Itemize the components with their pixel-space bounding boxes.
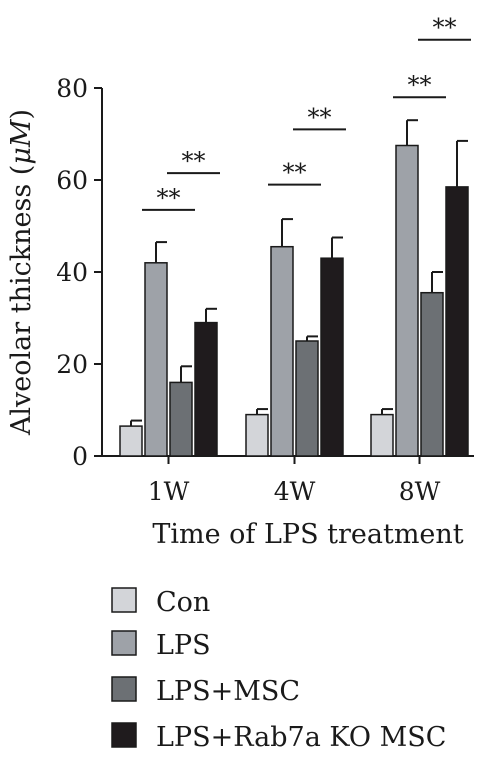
legend-label: LPS+Rab7a KO MSC <box>156 722 446 753</box>
legend-swatch <box>111 722 137 748</box>
bar <box>295 340 319 457</box>
y-axis-title-unit: μM <box>6 118 37 165</box>
bar <box>119 425 143 457</box>
x-tick-label: 1W <box>148 477 190 506</box>
x-tick-label: 8W <box>399 477 441 506</box>
significance-label: ** <box>433 14 457 42</box>
y-tick-label: 80 <box>56 74 88 103</box>
y-axis-title: Alveolar thickness (μM) <box>6 109 37 436</box>
bar <box>194 321 218 457</box>
bar <box>320 257 344 457</box>
legend-label: Con <box>156 587 210 618</box>
y-axis-title-main: Alveolar thickness ( <box>6 165 37 436</box>
bar <box>370 413 394 457</box>
significance-label: ** <box>408 71 432 99</box>
y-tick-label: 60 <box>56 166 88 195</box>
bar <box>169 381 193 457</box>
legend-label: LPS <box>156 630 211 661</box>
y-tick-label: 40 <box>56 258 88 287</box>
y-axis-title-close: ) <box>6 109 37 120</box>
legend-swatch <box>111 676 137 702</box>
bar <box>420 291 444 457</box>
x-tick-label: 4W <box>274 477 316 506</box>
bar <box>395 144 419 457</box>
bar <box>270 245 294 457</box>
legend-swatch <box>111 587 137 613</box>
bars <box>119 119 469 457</box>
significance-label: ** <box>182 147 206 175</box>
legend-label: LPS+MSC <box>156 676 300 707</box>
y-tick-label: 20 <box>56 350 88 379</box>
x-axis-title: Time of LPS treatment <box>152 519 463 550</box>
significance-markers: **** ******** <box>142 14 471 212</box>
bar <box>245 413 269 457</box>
axes: 0 20 40 60 80 1W 4W 8W <box>56 74 474 506</box>
y-tick-label: 0 <box>72 442 88 471</box>
legend-swatch <box>111 630 137 656</box>
significance-label: ** <box>157 184 181 212</box>
bar <box>144 262 168 457</box>
significance-label: ** <box>308 103 332 131</box>
legend: Con LPS LPS+MSC LPS+Rab7a KO MSC <box>111 587 446 753</box>
bar <box>445 186 469 457</box>
significance-label: ** <box>283 159 307 187</box>
